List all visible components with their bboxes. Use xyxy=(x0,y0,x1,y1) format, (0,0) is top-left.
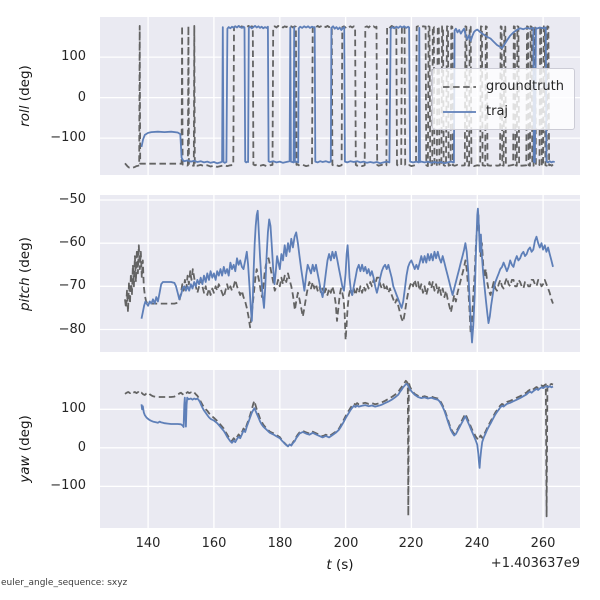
roll-groundtruth-line xyxy=(124,25,555,169)
y-axis-label-yaw: yaw (deg) xyxy=(17,415,33,483)
pitch-traj-line xyxy=(140,207,554,344)
x-tick-label: 140 xyxy=(135,536,161,551)
pitch-plot-area xyxy=(100,195,580,352)
axes-background xyxy=(100,370,580,528)
x-axis-label-math: t xyxy=(326,557,332,573)
footer-annotation: euler_angle_sequence: sxyz xyxy=(1,578,128,588)
y-axis-label-unit: (deg) xyxy=(17,415,33,456)
subplot-yaw xyxy=(100,370,580,528)
x-axis-label: t (s) xyxy=(240,557,440,573)
x-axis-label-unit: (s) xyxy=(331,557,354,573)
y-axis-label-roll: roll (deg) xyxy=(17,65,33,127)
yaw-traj-line xyxy=(140,383,554,469)
legend-item-traj: traj xyxy=(443,99,564,124)
y-tick-label-pitch: −50 xyxy=(58,192,86,207)
x-tick-label: 200 xyxy=(333,536,359,551)
yaw-plot-area xyxy=(100,370,580,528)
y-tick-label-roll: −100 xyxy=(50,130,86,145)
roll-traj-line xyxy=(140,25,555,165)
x-tick-label: 180 xyxy=(267,536,293,551)
solid-line-sample-icon xyxy=(443,110,476,113)
y-axis-label-unit: (deg) xyxy=(17,237,33,278)
x-axis-offset-text: +1.403637e9 xyxy=(490,556,580,571)
y-tick-label-roll: 0 xyxy=(77,90,86,105)
subplot-pitch xyxy=(100,195,580,352)
pitch-groundtruth-line xyxy=(124,212,554,341)
dashed-line-sample-icon xyxy=(443,85,476,88)
y-tick-label-yaw: 0 xyxy=(77,440,86,455)
y-tick-label-yaw: 100 xyxy=(61,401,86,416)
legend-label: groundtruth xyxy=(486,79,565,94)
y-axis-label-math: pitch xyxy=(17,277,33,311)
x-tick-label: 160 xyxy=(201,536,227,551)
y-axis-label-unit: (deg) xyxy=(17,65,33,106)
y-tick-label-pitch: −60 xyxy=(58,235,86,250)
y-axis-label-math: roll xyxy=(17,105,33,127)
y-axis-label-pitch: pitch (deg) xyxy=(17,237,33,311)
x-tick-label: 220 xyxy=(398,536,424,551)
y-tick-label-roll: 100 xyxy=(61,49,86,64)
legend-item-groundtruth: groundtruth xyxy=(443,74,564,99)
legend-label: traj xyxy=(486,104,509,119)
legend: groundtruth traj xyxy=(432,68,576,130)
y-tick-label-yaw: −100 xyxy=(50,478,86,493)
y-tick-label-pitch: −80 xyxy=(58,322,86,337)
x-tick-label: 240 xyxy=(464,536,490,551)
x-tick-label: 260 xyxy=(530,536,556,551)
y-axis-label-math: yaw xyxy=(17,455,33,483)
y-tick-label-pitch: −70 xyxy=(58,278,86,293)
